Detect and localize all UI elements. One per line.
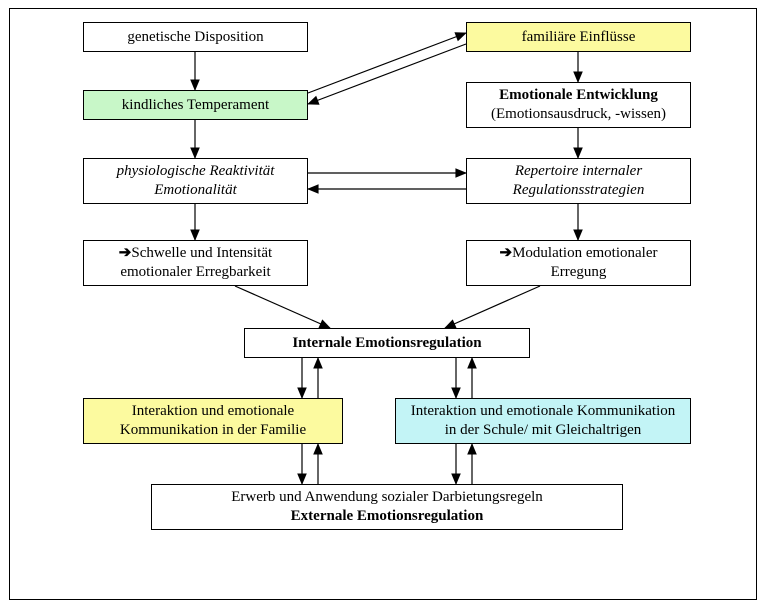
node-n8-line-1: Erregung [551, 263, 607, 282]
node-n12-line-1: Externale Emotionsregulation [291, 507, 484, 526]
node-n4-line-1: (Emotionsausdruck, -wissen) [491, 105, 666, 124]
node-n7-line-1: emotionaler Erregbarkeit [120, 263, 270, 282]
node-n7: ➔Schwelle und Intensitätemotionaler Erre… [83, 240, 308, 286]
node-n1: genetische Disposition [83, 22, 308, 52]
arrow-prefix-icon: ➔ [119, 244, 132, 261]
node-n12-line-0: Erwerb und Anwendung sozialer Darbietung… [231, 488, 543, 507]
node-n11-line-0: Interaktion und emotionale Kommunikation [411, 402, 676, 421]
arrow-prefix-icon: ➔ [500, 244, 513, 261]
node-n8-line-0: ➔Modulation emotionaler [500, 244, 658, 263]
node-n6: Repertoire internalerRegulationsstrategi… [466, 158, 691, 204]
node-n5-line-1: Emotionalität [154, 181, 237, 200]
node-n7-line-0: ➔Schwelle und Intensität [119, 244, 272, 263]
node-n5-line-0: physiologische Reaktivität [117, 162, 275, 181]
node-n6-line-0: Repertoire internaler [515, 162, 642, 181]
node-n2: familiäre Einflüsse [466, 22, 691, 52]
node-n12: Erwerb und Anwendung sozialer Darbietung… [151, 484, 623, 530]
node-n2-line-0: familiäre Einflüsse [522, 28, 636, 47]
node-n11-line-1: in der Schule/ mit Gleichaltrigen [445, 421, 642, 440]
node-n10: Interaktion und emotionaleKommunikation … [83, 398, 343, 444]
node-n10-line-1: Kommunikation in der Familie [120, 421, 306, 440]
node-n3-line-0: kindliches Temperament [122, 96, 269, 115]
node-n6-line-1: Regulationsstrategien [513, 181, 645, 200]
node-n4-line-0: Emotionale Entwicklung [499, 86, 658, 105]
node-n1-line-0: genetische Disposition [127, 28, 263, 47]
node-n3: kindliches Temperament [83, 90, 308, 120]
node-n4: Emotionale Entwicklung(Emotionsausdruck,… [466, 82, 691, 128]
node-n8: ➔Modulation emotionalerErregung [466, 240, 691, 286]
node-n9: Internale Emotionsregulation [244, 328, 530, 358]
diagram-canvas: genetische Disposition familiäre Einflüss… [0, 0, 766, 608]
node-n10-line-0: Interaktion und emotionale [132, 402, 294, 421]
node-n9-line-0: Internale Emotionsregulation [292, 334, 481, 353]
node-n11: Interaktion und emotionale Kommunikation… [395, 398, 691, 444]
node-n5: physiologische ReaktivitätEmotionalität [83, 158, 308, 204]
